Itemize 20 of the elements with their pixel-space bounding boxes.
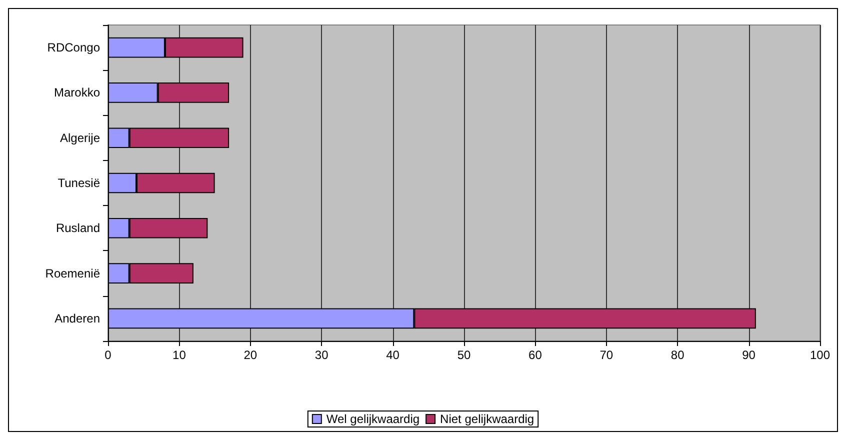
y-tick-label: Algerije [60,130,100,145]
x-tick-label: 90 [742,348,756,362]
x-tick-label: 40 [386,348,400,362]
y-tick-label: Roemenië [45,266,100,280]
legend-label: Wel gelijkwaardig [326,412,420,426]
legend-label: Niet gelijkwaardig [440,412,534,426]
x-tick-label: 100 [810,348,830,362]
y-tick-label: Marokko [54,86,100,100]
y-tick-label: Anderen [54,311,100,326]
x-tick-label: 10 [172,348,186,362]
x-tick-label: 70 [600,348,614,362]
y-tick-label: Tunesië [58,176,100,190]
x-tick-label: 60 [528,348,542,362]
x-tick-label: 50 [457,348,471,362]
y-tick-label: RDCongo [47,40,100,55]
x-tick-label: 20 [244,348,258,362]
x-tick-label: 80 [670,348,685,362]
x-tick-label: 30 [314,348,329,362]
x-tick-label: 0 [104,348,112,362]
y-tick-label: Rusland [56,221,100,236]
